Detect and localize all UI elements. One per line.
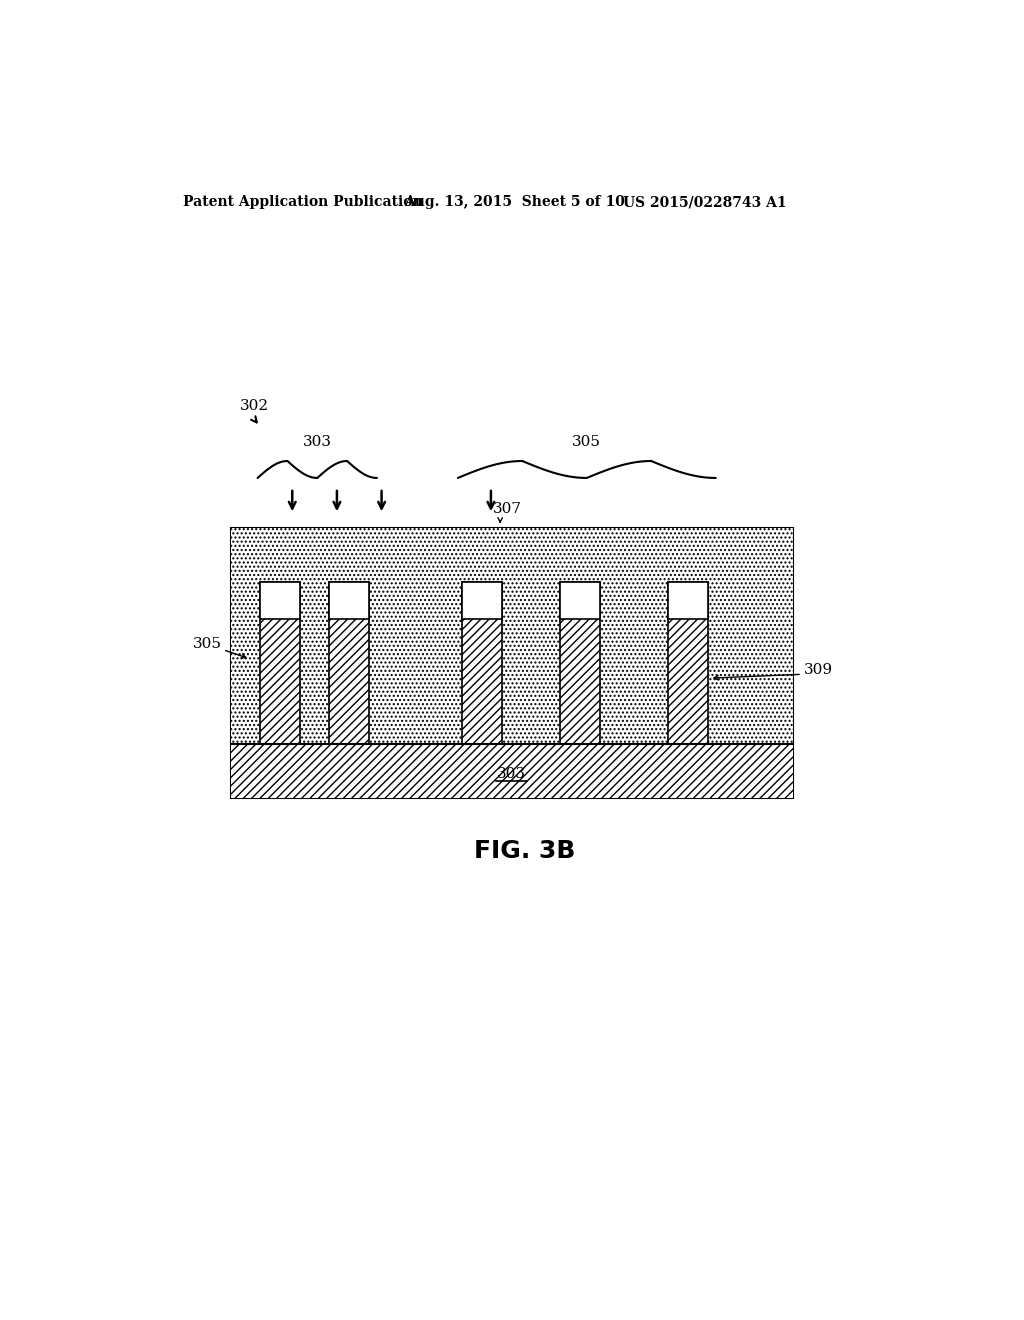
Text: 303: 303 [498, 767, 526, 781]
Bar [260, 582, 300, 743]
Bar [330, 582, 370, 743]
Text: 309: 309 [804, 664, 834, 677]
Bar [668, 582, 708, 619]
Bar [230, 528, 793, 797]
Text: 302: 302 [240, 399, 269, 412]
Text: 303: 303 [303, 434, 332, 449]
Text: FIG. 3B: FIG. 3B [474, 840, 575, 863]
Bar [462, 582, 502, 743]
Text: 305: 305 [572, 434, 601, 449]
Text: 307: 307 [494, 503, 522, 516]
Bar [230, 528, 793, 743]
Bar [330, 582, 370, 619]
Bar [560, 582, 600, 619]
Bar [260, 582, 300, 619]
Text: US 2015/0228743 A1: US 2015/0228743 A1 [624, 195, 787, 210]
Text: 305: 305 [193, 636, 221, 651]
Bar [462, 582, 502, 619]
Bar [560, 582, 600, 743]
Text: Aug. 13, 2015  Sheet 5 of 10: Aug. 13, 2015 Sheet 5 of 10 [403, 195, 625, 210]
Bar [668, 582, 708, 743]
Bar [230, 743, 793, 797]
Text: Patent Application Publication: Patent Application Publication [183, 195, 423, 210]
